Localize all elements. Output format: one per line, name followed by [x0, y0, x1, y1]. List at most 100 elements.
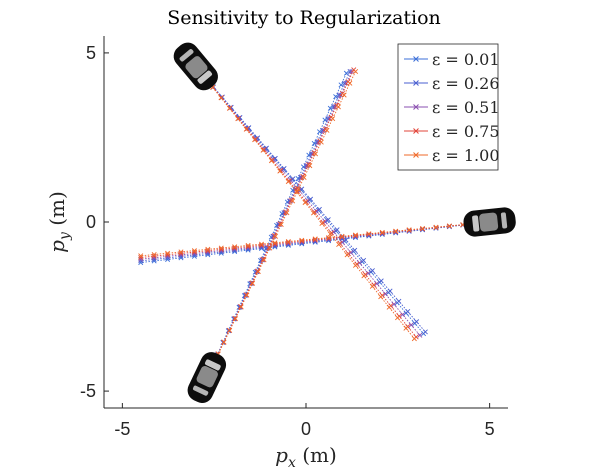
trajectory-point	[324, 127, 330, 133]
trajectory-point	[319, 220, 325, 227]
trajectory-point	[378, 294, 384, 300]
trajectory-point	[285, 239, 291, 246]
trajectory-point	[312, 236, 318, 242]
trajectory-point	[411, 336, 417, 342]
trajectory-point	[361, 257, 367, 263]
trajectory-point	[243, 126, 249, 132]
car-windshield	[472, 215, 480, 232]
trajectory-point	[330, 116, 336, 122]
legend-swatch-marker	[413, 56, 419, 62]
trajectory-point	[417, 332, 423, 338]
trajectory-point	[347, 80, 353, 86]
trajectory-point	[295, 186, 301, 192]
trajectory-point	[285, 179, 291, 185]
trajectory-point	[366, 231, 372, 237]
trajectory-point	[422, 329, 428, 335]
trajectory-point	[285, 240, 291, 246]
trajectory-point	[226, 105, 232, 111]
trajectory-point	[301, 174, 307, 180]
trajectory-point	[232, 316, 238, 322]
legend: ε = 0.01 ε = 0.26 ε = 0.51 ε = 0.75 ε = 1.00	[397, 43, 500, 171]
legend-label: ε = 1.00	[432, 146, 500, 165]
trajectory-point	[232, 245, 238, 251]
car-rear-window	[192, 385, 209, 396]
trajectory-point	[151, 251, 157, 258]
trajectory-point	[290, 176, 296, 182]
trajectory-point	[178, 250, 184, 256]
trajectory-point	[312, 237, 318, 243]
trajectory-point	[235, 116, 241, 122]
legend-swatch-marker	[413, 104, 419, 110]
legend-label: ε = 0.26	[432, 74, 500, 93]
trajectory-point	[221, 339, 227, 345]
trajectory-point	[290, 198, 296, 204]
trajectory-point	[405, 308, 411, 315]
trajectory-point	[232, 244, 238, 250]
trajectory-point	[165, 250, 171, 256]
trajectory-point	[406, 227, 412, 233]
car-rear-window	[500, 212, 508, 229]
legend-label: ε = 0.75	[432, 122, 500, 141]
y-axis-label: py (m)	[45, 191, 73, 253]
trajectory-point	[316, 206, 322, 212]
axes: -5 0 5 -5 0 5 px (m) py (m)	[45, 36, 508, 471]
car-windshield	[204, 359, 221, 371]
y-tick-label: 0	[86, 212, 96, 232]
trajectory-point	[403, 325, 409, 331]
trajectory-point	[339, 235, 345, 241]
trajectory-point	[313, 151, 319, 157]
trajectory-point	[260, 147, 266, 153]
trajectory-point	[387, 288, 393, 294]
trajectory-point	[352, 232, 358, 238]
trajectory-point	[395, 315, 401, 321]
trajectory-point	[272, 233, 279, 239]
trajectory-point	[303, 163, 309, 169]
legend-item: ε = 0.51	[404, 98, 500, 117]
trajectory-point	[378, 278, 384, 284]
trajectory-point	[326, 235, 332, 241]
legend-item: ε = 1.00	[404, 146, 500, 165]
trajectory-point	[352, 262, 359, 268]
trajectory-point	[278, 222, 284, 228]
trajectory-point	[336, 92, 342, 98]
trajectory-point	[335, 104, 341, 110]
trajectory-point	[244, 292, 250, 298]
trajectory-point	[320, 127, 326, 133]
trajectory-point	[339, 234, 345, 240]
trajectory-point	[339, 233, 345, 239]
trajectory-point	[288, 177, 294, 183]
trajectory-point	[336, 241, 342, 247]
car-windshield	[197, 70, 213, 84]
trajectory-point	[446, 223, 452, 229]
x-tick-label: 0	[301, 419, 311, 439]
legend-label: ε = 0.51	[432, 98, 500, 117]
trajectory-point	[238, 304, 244, 310]
vehicle-bottom-left	[187, 352, 227, 403]
legend-label: ε = 0.01	[432, 50, 500, 69]
trajectory-point	[361, 273, 367, 279]
car-roof	[479, 212, 499, 232]
trajectory-point	[205, 248, 211, 254]
trajectory-point	[308, 196, 314, 202]
vehicle-top-left	[173, 42, 218, 91]
trajectory-point	[369, 268, 375, 274]
trajectory-point	[258, 242, 265, 248]
trajectory-point	[191, 248, 197, 254]
trajectory-point	[250, 280, 256, 286]
trajectory-point	[338, 82, 344, 88]
trajectory-point	[327, 231, 333, 237]
trajectory-point	[317, 129, 323, 135]
trajectory-point	[408, 322, 414, 328]
car-roof	[196, 366, 218, 388]
trajectory-point	[393, 228, 399, 234]
trajectory-point	[284, 210, 290, 216]
trajectory-point	[151, 253, 157, 259]
series-layer	[138, 63, 493, 381]
trajectory-point	[433, 224, 439, 230]
trajectory-point	[267, 245, 273, 251]
trajectory-point	[277, 168, 283, 174]
legend-item: ε = 0.75	[404, 122, 500, 141]
trajectory-point	[318, 139, 324, 145]
trajectory-point	[369, 283, 375, 289]
